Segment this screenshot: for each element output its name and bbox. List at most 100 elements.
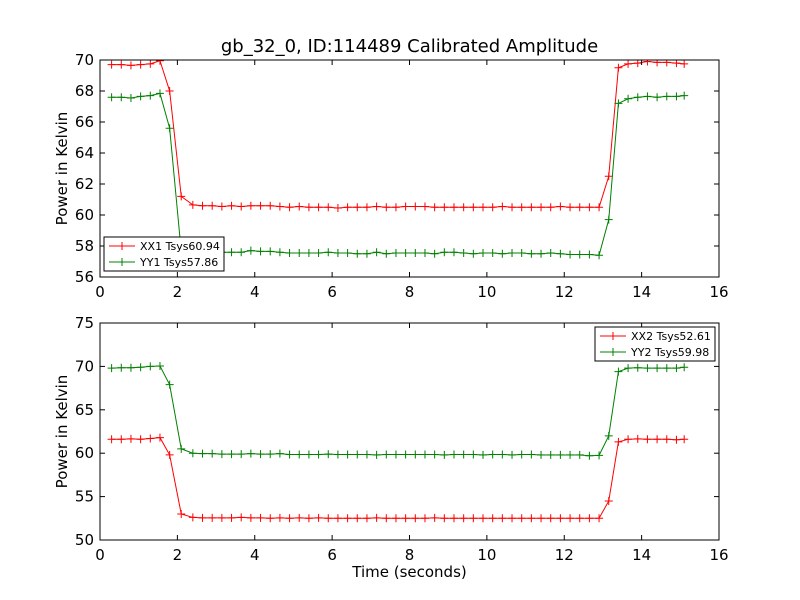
data-point: [517, 514, 526, 523]
data-point: [391, 514, 400, 523]
data-point: [624, 364, 633, 373]
data-point: [372, 513, 381, 522]
x-tick-label: 8: [405, 283, 415, 301]
data-point: [107, 60, 116, 69]
data-point: [256, 450, 265, 459]
data-point: [198, 201, 207, 210]
data-point: [188, 513, 197, 522]
data-point: [208, 513, 217, 522]
data-point: [126, 363, 135, 372]
data-point: [430, 203, 439, 212]
data-point: [498, 514, 507, 523]
data-point: [459, 450, 468, 459]
data-point: [614, 63, 623, 72]
data-point: [362, 249, 371, 258]
data-point: [324, 248, 333, 257]
y-tick-label: 50: [75, 531, 94, 549]
data-point: [227, 248, 236, 257]
data-point: [662, 60, 671, 67]
data-point: [227, 513, 236, 522]
y-tick-label: 58: [75, 237, 94, 255]
data-point: [680, 435, 689, 444]
data-point: [479, 203, 488, 212]
x-tick-label: 14: [632, 546, 651, 564]
x-tick-label: 2: [173, 546, 183, 564]
data-point: [672, 92, 681, 101]
data-point: [227, 450, 236, 459]
data-point: [680, 363, 689, 372]
data-point: [469, 450, 478, 459]
data-point: [353, 249, 362, 258]
data-point: [624, 94, 633, 103]
data-point: [459, 514, 468, 523]
data-point: [546, 514, 555, 523]
x-tick-label: 0: [95, 283, 105, 301]
data-point: [295, 450, 304, 459]
data-point: [146, 91, 155, 100]
data-point: [566, 250, 575, 259]
data-point: [382, 249, 391, 258]
data-point: [246, 246, 255, 255]
data-point: [285, 203, 294, 212]
data-point: [479, 450, 488, 459]
data-point: [314, 248, 323, 257]
data-point: [566, 514, 575, 523]
y-tick-label: 66: [75, 113, 94, 131]
x-tick-label: 10: [477, 283, 496, 301]
data-point: [107, 93, 116, 102]
x-tick-label: 0: [95, 546, 105, 564]
data-point: [585, 451, 594, 460]
data-point: [401, 514, 410, 523]
x-tick-label: 6: [327, 546, 337, 564]
data-point: [208, 449, 217, 458]
data-point: [126, 434, 135, 443]
data-point: [537, 514, 546, 523]
data-point: [304, 450, 313, 459]
data-point: [362, 203, 371, 212]
y-tick-label: 60: [75, 206, 94, 224]
data-point: [633, 434, 642, 443]
legend-label: XX1 Tsys60.94: [140, 240, 220, 253]
data-point: [155, 89, 164, 98]
data-point: [314, 203, 323, 212]
y-tick-label: 62: [75, 175, 94, 193]
data-point: [624, 435, 633, 444]
data-point: [295, 513, 304, 522]
x-tick-label: 6: [327, 283, 337, 301]
data-point: [546, 203, 555, 212]
data-point: [508, 514, 517, 523]
data-point: [362, 450, 371, 459]
data-point: [391, 450, 400, 459]
data-point: [459, 203, 468, 212]
y-tick-label: 55: [75, 488, 94, 506]
data-point: [217, 450, 226, 459]
data-point: [440, 514, 449, 523]
data-point: [604, 172, 613, 181]
y-axis-label: Power in Kelvin: [53, 375, 71, 489]
x-tick-label: 4: [250, 546, 260, 564]
x-tick-label: 10: [477, 546, 496, 564]
y-axis-label: Power in Kelvin: [53, 112, 71, 226]
data-point: [508, 248, 517, 257]
data-point: [604, 496, 613, 505]
data-point: [295, 202, 304, 211]
x-tick-label: 12: [555, 283, 574, 301]
data-point: [643, 92, 652, 101]
data-point: [107, 364, 116, 373]
data-point: [653, 60, 662, 67]
data-point: [177, 192, 186, 201]
data-point: [382, 450, 391, 459]
data-point: [198, 513, 207, 522]
data-point: [285, 248, 294, 257]
data-point: [614, 437, 623, 446]
data-point: [488, 248, 497, 257]
data-point: [237, 513, 246, 522]
legend-label: YY1 Tsys57.86: [139, 256, 218, 269]
x-tick-label: 12: [555, 546, 574, 564]
data-point: [333, 204, 342, 213]
data-point: [653, 435, 662, 444]
data-point: [546, 248, 555, 257]
data-point: [401, 450, 410, 459]
data-point: [488, 514, 497, 523]
